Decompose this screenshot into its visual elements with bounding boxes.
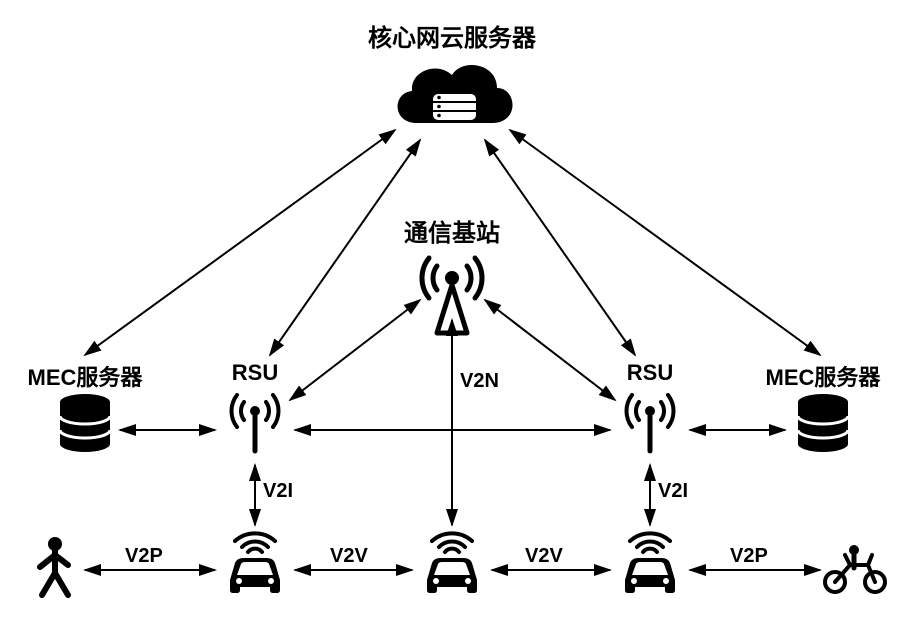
database-icon — [793, 392, 853, 457]
database-icon — [55, 392, 115, 457]
v2p-right-label: V2P — [730, 545, 768, 568]
pedestrian-icon — [30, 535, 80, 600]
rsu-left-label: RSU — [210, 360, 300, 386]
connected-car-icon — [215, 525, 295, 600]
connected-car-icon — [610, 525, 690, 600]
pedestrian-node — [25, 535, 85, 600]
rsu-right-label: RSU — [605, 360, 695, 386]
rsu-left-node: RSU — [210, 360, 300, 456]
rsu-right-node: RSU — [605, 360, 695, 456]
mec-right-label: MEC服务器 — [758, 360, 888, 392]
v2i-left-label: V2I — [263, 480, 293, 503]
cloud-server-icon — [382, 53, 522, 143]
connected-car-icon — [412, 525, 492, 600]
car-right-node — [610, 525, 690, 600]
v2n-label: V2N — [460, 370, 499, 393]
mec-left-label: MEC服务器 — [20, 360, 150, 392]
base-station-label: 通信基站 — [390, 213, 514, 248]
rsu-antenna-icon — [615, 386, 685, 456]
v2v-2-label: V2V — [525, 545, 563, 568]
car-mid-node — [412, 525, 492, 600]
mec-right-node: MEC服务器 — [758, 360, 888, 457]
v2v-1-label: V2V — [330, 545, 368, 568]
v2i-right-label: V2I — [658, 480, 688, 503]
rsu-antenna-icon — [220, 386, 290, 456]
base-station-node: 通信基站 — [390, 213, 514, 338]
cloud-node: 核心网云服务器 — [340, 18, 564, 143]
v2p-left-label: V2P — [125, 545, 163, 568]
antenna-tower-icon — [407, 248, 497, 338]
mec-left-node: MEC服务器 — [20, 360, 150, 457]
motorcycle-icon — [820, 540, 890, 595]
car-left-node — [215, 525, 295, 600]
cloud-label: 核心网云服务器 — [340, 18, 564, 53]
motorcycle-node — [820, 540, 890, 595]
